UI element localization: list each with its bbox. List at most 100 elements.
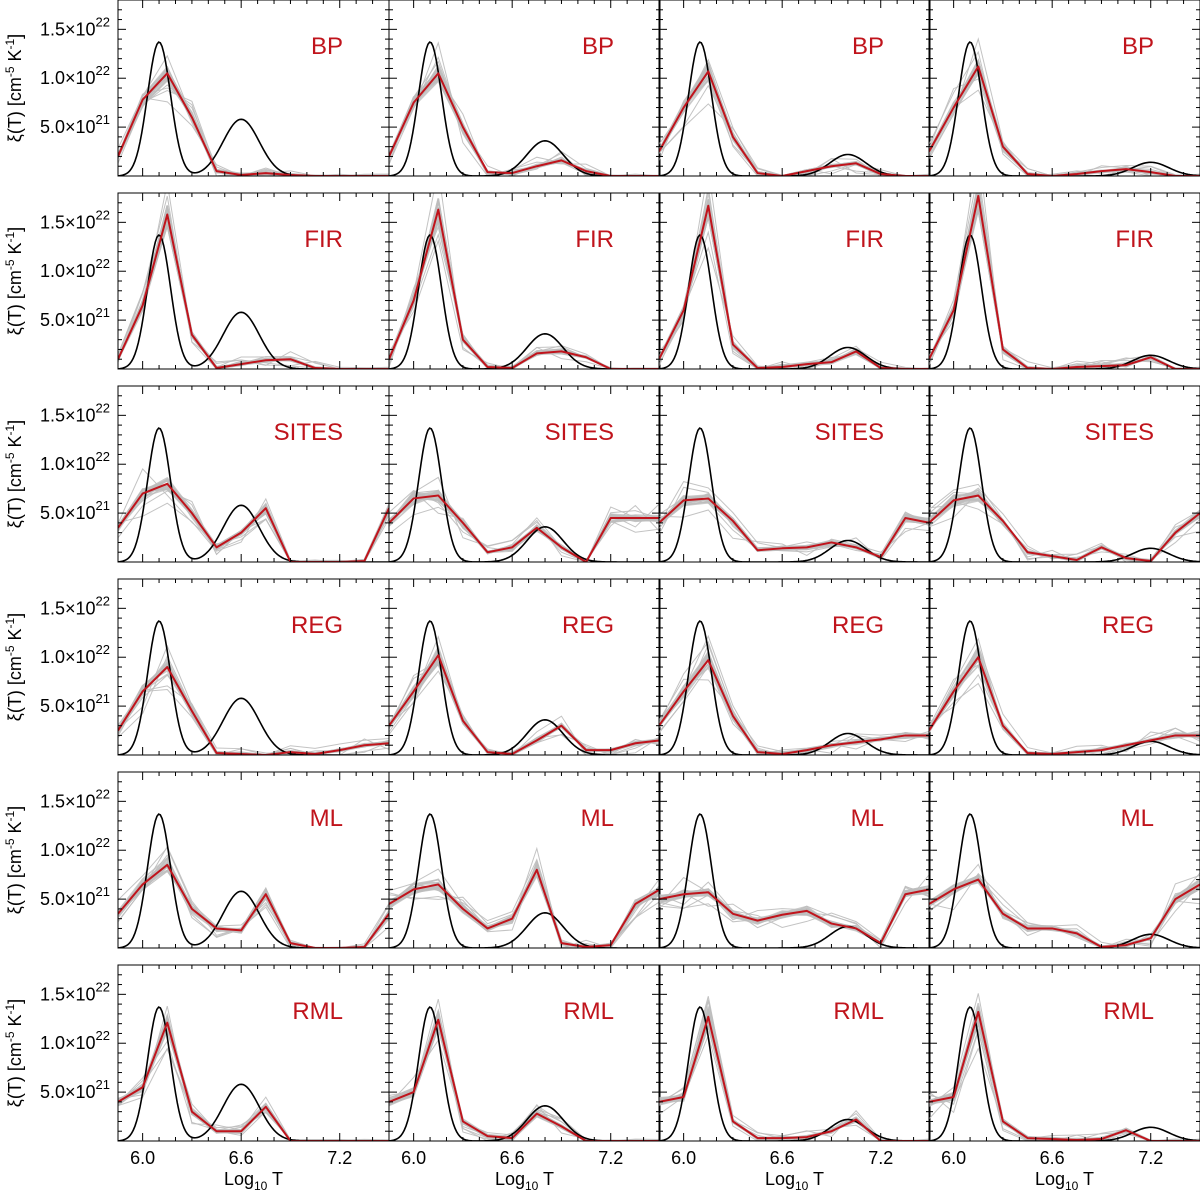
panel-reg-3: REG — [658, 578, 931, 756]
realization-line — [118, 54, 389, 176]
realization-line — [659, 678, 930, 755]
y-tick-label: 1.5×1022 — [40, 400, 110, 425]
realization-line — [389, 496, 660, 562]
realization-line — [659, 662, 930, 755]
plot-area — [929, 813, 1200, 948]
panel-frame — [117, 192, 390, 370]
realization-line — [118, 846, 389, 948]
plot-area — [118, 620, 389, 755]
estimate-curve — [389, 494, 660, 562]
y-axis-label: ξ(T) [cm-5 K-1] — [3, 227, 25, 335]
realization-line — [659, 888, 930, 945]
panel-rml-1: RML 5.0×1021 1.0×1022 1.5×1022 ξ(T) [cm-5 K-… — [3, 964, 390, 1193]
realization-line — [929, 875, 1200, 948]
tick-marks — [118, 772, 390, 948]
x-tick-label: 6.6 — [500, 1148, 525, 1168]
y-tick-label: 1.5×1022 — [40, 14, 110, 39]
y-tick-label: 5.0×1021 — [40, 112, 110, 137]
x-axis-label: Log10 T — [224, 1169, 283, 1193]
tick-marks — [118, 386, 390, 562]
realization-line — [118, 89, 389, 176]
panel-sites-1: SITES 5.0×1021 1.0×1022 1.5×1022 ξ(T) [cm-5 … — [3, 385, 390, 563]
panel-ml-4: ML — [928, 771, 1200, 949]
y-axis-label: ξ(T) [cm-5 K-1] — [3, 999, 25, 1107]
plot-area — [929, 193, 1200, 369]
method-label: BP — [852, 33, 884, 60]
realization-line — [659, 888, 930, 944]
realization-line — [659, 193, 930, 369]
realization-line — [389, 489, 660, 561]
model-curve — [118, 813, 389, 948]
tick-marks — [118, 965, 390, 1141]
realization-line — [389, 198, 660, 369]
model-curve — [659, 620, 930, 755]
realization-line — [929, 78, 1200, 176]
method-label: SITES — [274, 419, 343, 446]
realization-line — [929, 72, 1200, 176]
panel-fir-1: FIR 5.0×1021 1.0×1022 1.5×1022 ξ(T) [cm-5 K-… — [3, 192, 390, 370]
realization-line — [659, 246, 930, 369]
plot-area — [389, 813, 660, 948]
tick-marks — [659, 579, 931, 755]
plot-area — [659, 620, 930, 755]
realization-line — [659, 203, 930, 369]
realization-line — [118, 1040, 389, 1141]
estimate-curve — [659, 1015, 930, 1141]
y-tick-label: 5.0×1021 — [40, 691, 110, 716]
realization-line — [389, 670, 660, 755]
realization-line — [389, 489, 660, 562]
realization-line — [389, 79, 660, 176]
realization-line — [929, 682, 1200, 755]
realization-line — [118, 685, 389, 755]
realization-line — [118, 689, 389, 755]
model-curve — [118, 41, 389, 176]
model-curve — [118, 234, 389, 369]
estimate-curve — [389, 868, 660, 948]
realization-line — [389, 490, 660, 562]
realization-line — [118, 97, 389, 176]
panel-bp-4: BP — [928, 0, 1200, 177]
realization-line — [929, 879, 1200, 948]
y-axis-label: ξ(T) [cm-5 K-1] — [3, 613, 25, 721]
realization-line — [929, 1009, 1200, 1141]
realization-line — [929, 1003, 1200, 1141]
plot-area — [118, 41, 389, 176]
tick-marks — [659, 386, 931, 562]
realization-line — [929, 71, 1200, 176]
realization-line — [929, 877, 1200, 948]
estimate-curve — [389, 72, 660, 176]
realization-line — [389, 504, 660, 562]
tick-marks — [118, 579, 390, 755]
plot-area — [118, 427, 389, 562]
tick-marks — [929, 193, 1200, 369]
realization-line — [118, 854, 389, 948]
estimate-curve — [929, 194, 1200, 369]
realization-line — [389, 659, 660, 755]
realization-line — [389, 78, 660, 176]
method-label: SITES — [545, 419, 614, 446]
realization-line — [929, 50, 1200, 176]
panel-fir-3: FIR — [658, 192, 931, 370]
panel-frame — [928, 192, 1200, 370]
realization-line — [389, 491, 660, 562]
realization-line — [389, 75, 660, 176]
panel-reg-2: REG — [388, 578, 661, 756]
realization-line — [929, 878, 1200, 948]
realization-line — [929, 993, 1200, 1141]
method-label: REG — [1102, 612, 1154, 639]
x-tick-label: 7.2 — [868, 1148, 893, 1168]
x-tick-label: 6.0 — [130, 1148, 155, 1168]
method-label: REG — [832, 612, 884, 639]
realization-line — [929, 1047, 1200, 1141]
model-curve — [118, 1006, 389, 1141]
realization-line — [659, 662, 930, 755]
panel-sites-4: SITES — [928, 385, 1200, 563]
realization-line — [118, 84, 389, 176]
plot-area — [118, 813, 389, 948]
tick-marks — [929, 965, 1200, 1141]
tick-marks — [118, 193, 390, 369]
realization-line — [118, 497, 389, 562]
y-tick-label: 1.5×1022 — [40, 979, 110, 1004]
plot-area — [659, 193, 930, 369]
